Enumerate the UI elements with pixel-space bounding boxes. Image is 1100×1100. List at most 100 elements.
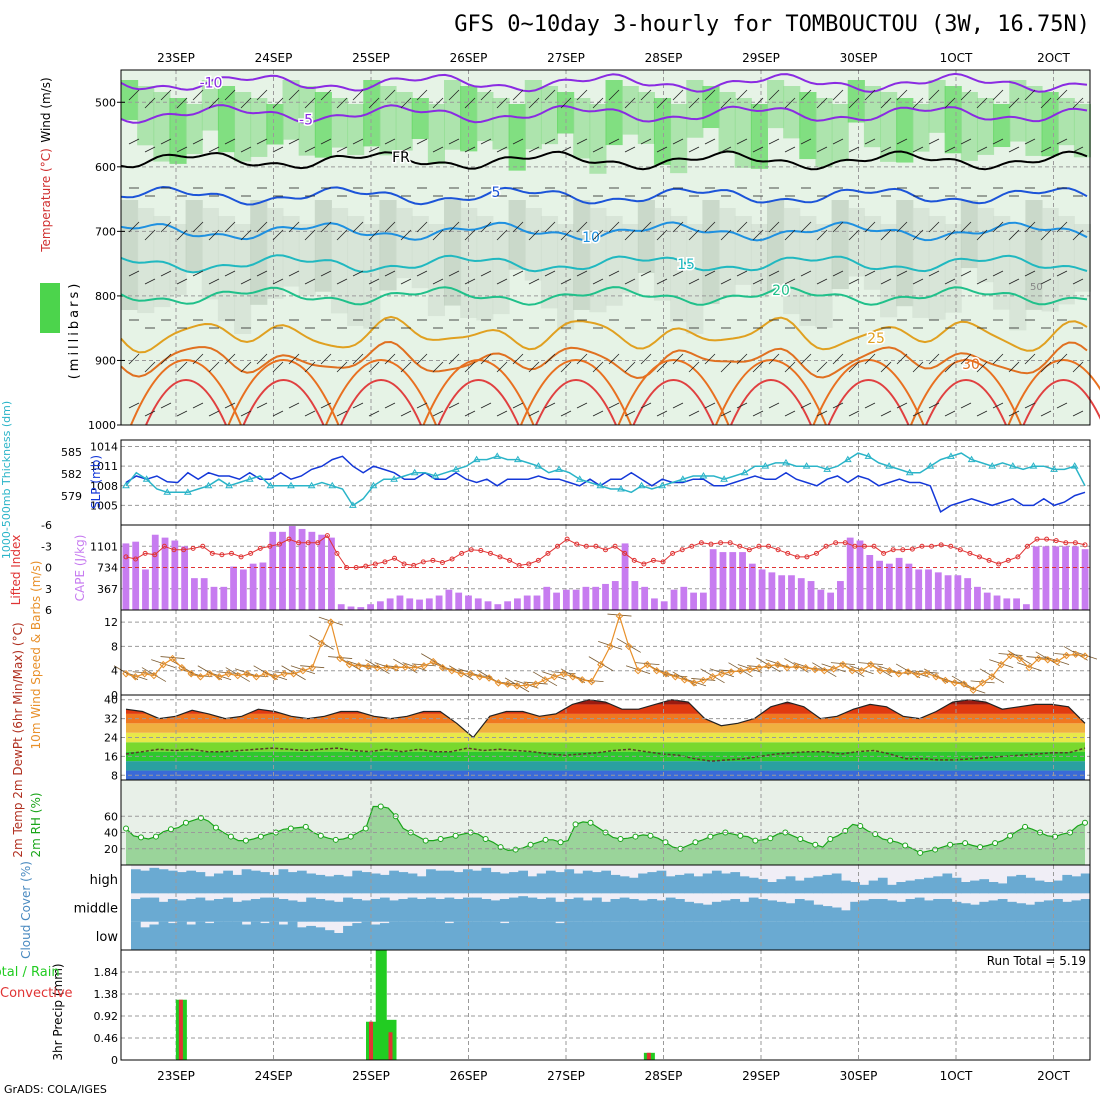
wind-barb <box>208 229 220 241</box>
rh-shade-lower <box>492 224 510 315</box>
rh-shade-upper <box>1041 92 1059 157</box>
wind-barb <box>352 138 364 145</box>
cloud-high-bar <box>610 874 621 894</box>
rh-contour-annotation: 50 <box>1030 282 1043 293</box>
wind-speed-line <box>125 614 1086 691</box>
cloud-low-bar <box>555 923 565 950</box>
cloud-middle-bar <box>1071 900 1082 922</box>
wind-barb <box>752 97 764 109</box>
wind-barb <box>688 229 700 241</box>
cloud-high-bar <box>960 882 971 894</box>
wind-barb <box>272 146 284 153</box>
rh-shade-lower <box>637 200 655 273</box>
rh-marker <box>917 849 924 856</box>
rh-marker <box>767 835 774 842</box>
cape-bar <box>504 601 512 610</box>
cape-bar <box>425 598 433 610</box>
wind-barb <box>832 402 844 409</box>
pressure-tick-label: 600 <box>95 161 116 174</box>
cape-bar <box>758 569 766 610</box>
wind-barb <box>560 361 572 373</box>
cloud-middle-bar <box>536 899 547 922</box>
rh-shade-lower <box>330 208 349 314</box>
wind-barb-10m <box>365 659 390 675</box>
cape-bar <box>1032 546 1040 610</box>
cape-bar <box>1042 546 1050 610</box>
cloud-high-bar <box>665 876 676 894</box>
cloud-low-bar <box>131 921 141 950</box>
wind-barb <box>272 361 284 373</box>
wind-barb <box>208 146 220 153</box>
wind-barb <box>432 278 444 285</box>
cloud-low-bar <box>1007 921 1017 950</box>
wind-barb <box>352 89 364 101</box>
wind-barb <box>768 402 780 409</box>
cape-bar <box>709 549 717 610</box>
li-marker <box>487 550 493 556</box>
cloud-middle-bar <box>758 899 768 922</box>
wind-barb <box>704 402 716 409</box>
wind-barb <box>736 353 748 365</box>
surface-warm-contour <box>925 379 1007 426</box>
li-tick-label: 0 <box>45 562 52 575</box>
cloud-high-bar <box>564 869 575 894</box>
wind-speed-marker <box>736 667 745 675</box>
surface-warm-contour <box>325 359 437 426</box>
rh-shade-lower <box>863 216 882 290</box>
wind-barb <box>848 361 860 373</box>
li-marker <box>919 543 925 549</box>
pressure-tick-label: 1000 <box>88 419 116 432</box>
date-label-top: 23SEP <box>157 51 195 65</box>
wind-barb <box>880 146 892 153</box>
wind-barb <box>256 138 268 145</box>
cloud-middle-bar <box>748 897 759 922</box>
wind-barb <box>272 97 284 109</box>
cloud-high-bar <box>868 880 879 894</box>
wind-barb <box>368 361 380 373</box>
li-marker <box>881 550 887 556</box>
rh-shade-lower <box>234 224 252 334</box>
wind-barb <box>640 221 652 233</box>
li-marker <box>593 543 599 549</box>
wind-speed-marker <box>764 662 773 670</box>
thickness-marker <box>761 462 770 469</box>
cape-bar <box>631 581 639 610</box>
li-marker <box>439 560 445 566</box>
wind-speed-marker <box>261 670 270 678</box>
li-marker <box>257 545 263 551</box>
rh-shade-lower <box>444 200 462 306</box>
li-marker <box>363 563 369 569</box>
wind-barb <box>816 97 828 109</box>
wind-barb <box>576 270 588 277</box>
cloud-high-bar <box>933 876 943 894</box>
li-marker <box>382 559 388 565</box>
wind-barb <box>896 89 908 101</box>
wind-barb <box>416 89 428 101</box>
thickness-marker <box>328 481 337 489</box>
wind-barb <box>880 361 892 373</box>
li-marker <box>1034 536 1040 542</box>
rh-marker <box>227 833 234 840</box>
thickness-marker <box>452 465 460 472</box>
wind-barb <box>1056 353 1068 365</box>
cloud-low-bar <box>868 921 879 950</box>
wind-barb <box>224 353 236 365</box>
cloud-middle-bar <box>140 897 150 922</box>
wind-barb <box>832 221 844 233</box>
cape-bar <box>357 607 365 610</box>
cape-bar <box>151 534 159 610</box>
rh-shade-upper <box>686 80 704 138</box>
rh-marker <box>962 840 969 847</box>
wind-barb <box>800 402 812 409</box>
rh-marker <box>557 839 564 846</box>
wind-speed-marker <box>634 667 642 675</box>
wind-barb-10m <box>728 662 753 678</box>
cloud-middle-bar <box>841 910 851 922</box>
thickness-marker <box>699 471 708 479</box>
wind-barb <box>976 278 988 285</box>
cape-bar <box>807 581 815 610</box>
wind-barb <box>288 353 300 365</box>
wind-barb <box>256 353 268 365</box>
wind-barb <box>608 353 620 365</box>
rh-shade-lower <box>960 200 978 269</box>
